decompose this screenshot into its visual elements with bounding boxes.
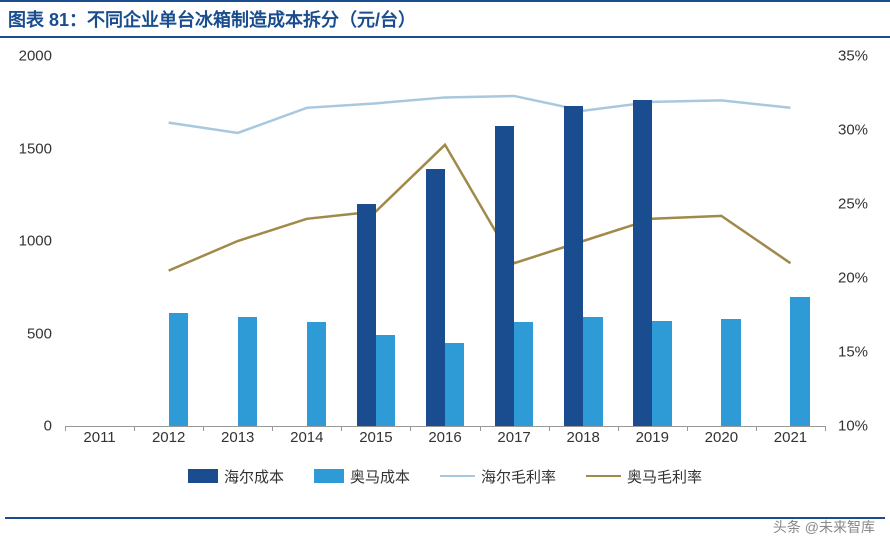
- bar-aoma_cost: [376, 335, 395, 426]
- legend-swatch: [188, 469, 218, 483]
- x-axis-line: [65, 426, 825, 427]
- bar-haier_cost: [426, 169, 445, 426]
- y-right-tick: 35%: [838, 48, 868, 65]
- bar-aoma_cost: [307, 322, 326, 426]
- tick-mark: [65, 426, 66, 431]
- legend-swatch: [314, 469, 344, 483]
- bar-haier_cost: [564, 106, 583, 426]
- y-axis-left: 0500100015002000: [5, 56, 60, 426]
- bar-aoma_cost: [652, 321, 671, 426]
- legend-item: 奥马成本: [314, 466, 410, 487]
- tick-mark: [480, 426, 481, 431]
- watermark: 头条 @未来智库: [773, 517, 875, 537]
- legend-label: 奥马毛利率: [627, 466, 702, 487]
- x-tick: 2018: [566, 429, 599, 446]
- tick-mark: [272, 426, 273, 431]
- bar-aoma_cost: [169, 313, 188, 426]
- y-right-tick: 15%: [838, 344, 868, 361]
- bar-haier_cost: [495, 126, 514, 426]
- bar-aoma_cost: [445, 343, 464, 426]
- legend-item: 海尔成本: [188, 466, 284, 487]
- tick-mark: [410, 426, 411, 431]
- x-tick: 2013: [221, 429, 254, 446]
- tick-mark: [756, 426, 757, 431]
- x-tick: 2014: [290, 429, 323, 446]
- y-axis-right: 10%15%20%25%30%35%: [830, 56, 885, 426]
- y-left-tick: 1500: [19, 140, 52, 157]
- legend-item: 海尔毛利率: [440, 466, 556, 487]
- tick-mark: [618, 426, 619, 431]
- line-aoma_margin: [169, 145, 791, 271]
- title-bar: 图表 81：不同企业单台冰箱制造成本拆分（元/台）: [0, 0, 890, 38]
- x-axis: 2011 2012 2013 2014 2015 2016 2017 2018 2019 2020…: [65, 429, 825, 454]
- legend: 海尔成本 奥马成本 海尔毛利率 奥马毛利率: [65, 461, 825, 491]
- chart-title: 图表 81：不同企业单台冰箱制造成本拆分（元/台）: [8, 6, 882, 32]
- line-haier_margin: [169, 96, 791, 133]
- tick-mark: [549, 426, 550, 431]
- legend-label: 海尔成本: [224, 466, 284, 487]
- x-tick: 2021: [774, 429, 807, 446]
- y-left-tick: 500: [27, 325, 52, 342]
- y-right-tick: 30%: [838, 122, 868, 139]
- y-right-tick: 20%: [838, 270, 868, 287]
- y-left-tick: 2000: [19, 48, 52, 65]
- bar-aoma_cost: [238, 317, 257, 426]
- plot-area: [65, 56, 825, 426]
- x-tick: 2019: [636, 429, 669, 446]
- y-left-tick: 0: [44, 418, 52, 435]
- bottom-border: [5, 517, 885, 519]
- tick-mark: [825, 426, 826, 431]
- tick-mark: [687, 426, 688, 431]
- x-tick: 2015: [359, 429, 392, 446]
- bar-aoma_cost: [583, 317, 602, 426]
- chart-container: 图表 81：不同企业单台冰箱制造成本拆分（元/台） 0 500 1000 1500 20…: [0, 0, 890, 539]
- chart-area: 0 500 1000 1500 2000 10% 15% 20% 25% 30% 35% 2011…: [5, 46, 885, 476]
- y-left-tick: 1000: [19, 233, 52, 250]
- legend-item: 奥马毛利率: [586, 466, 702, 487]
- bar-haier_cost: [633, 100, 652, 426]
- legend-swatch: [440, 475, 475, 477]
- bar-aoma_cost: [790, 297, 809, 427]
- y-right-tick: 25%: [838, 196, 868, 213]
- x-tick: 2011: [83, 429, 115, 446]
- legend-label: 奥马成本: [350, 466, 410, 487]
- bar-aoma_cost: [514, 322, 533, 426]
- tick-mark: [341, 426, 342, 431]
- legend-swatch: [586, 475, 621, 477]
- x-tick: 2020: [705, 429, 738, 446]
- y-right-tick: 10%: [838, 418, 868, 435]
- tick-mark: [134, 426, 135, 431]
- x-tick: 2017: [497, 429, 530, 446]
- bar-haier_cost: [357, 204, 376, 426]
- bar-aoma_cost: [721, 319, 740, 426]
- tick-mark: [203, 426, 204, 431]
- x-tick: 2012: [152, 429, 185, 446]
- legend-label: 海尔毛利率: [481, 466, 556, 487]
- x-tick: 2016: [428, 429, 461, 446]
